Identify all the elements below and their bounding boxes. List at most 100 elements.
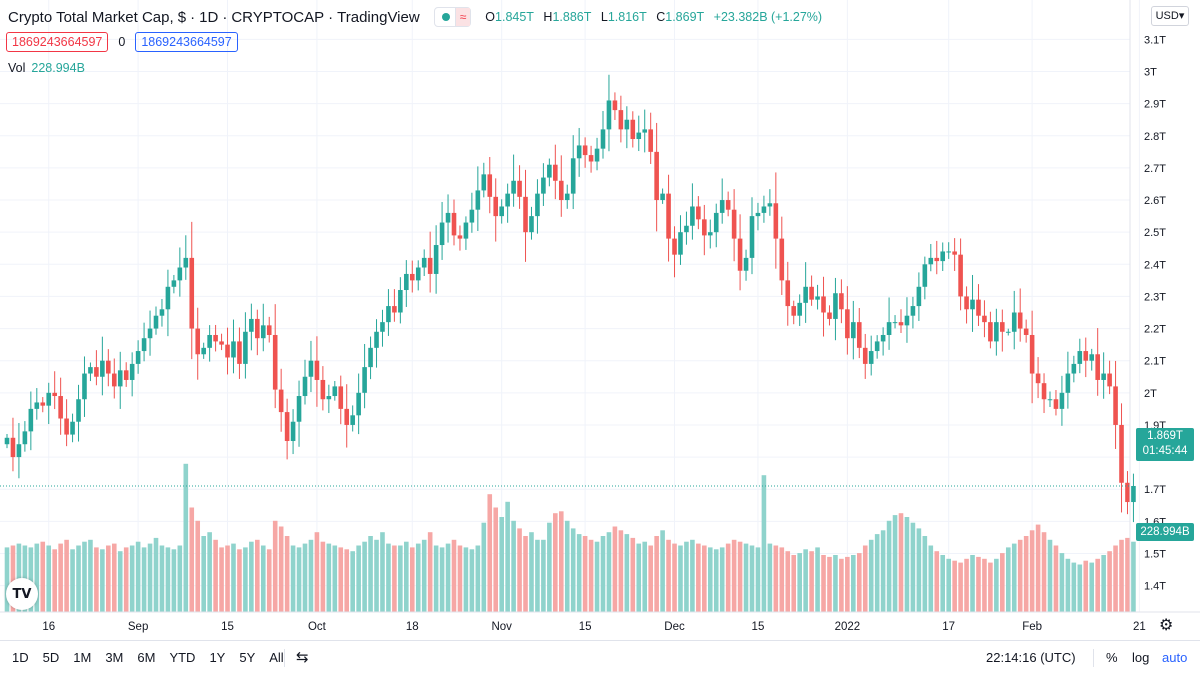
candle-body [1131,485,1136,503]
volume-bar [690,539,695,612]
candle-body [159,309,165,316]
volume-bar [1041,532,1047,612]
volume-bar [374,539,379,612]
candle-body [368,347,373,368]
candle [243,312,248,379]
candle-body [189,257,195,329]
volume-bar [94,547,99,612]
volume-bar [493,507,499,612]
volume-bar [189,507,195,612]
candle-body [1041,383,1047,400]
volume-bar [1017,539,1023,612]
candle [415,260,421,291]
volume-bar [660,530,665,612]
candle [541,163,546,206]
range-ytd[interactable]: YTD [169,650,196,665]
wave-icon[interactable]: ≈ [454,8,471,26]
volume-bar [392,545,397,612]
volume-bar [505,501,510,612]
volume-bar [290,545,296,612]
range-1m[interactable]: 1M [73,650,92,665]
candle [207,325,212,362]
volume-bar [499,517,504,612]
sell-button[interactable]: 1869243664597 [6,32,109,52]
candle [290,409,296,455]
candle-body [225,344,230,358]
candle [922,256,928,300]
candle [958,238,963,311]
volume-bar [52,549,57,612]
candle-body [100,360,105,377]
candle-body [642,129,648,133]
price-chart[interactable]: 1.4T1.5T1.6T1.7T1.8T1.9T2T2.1T2.2T2.3T2.… [0,0,1200,640]
close-label: C [656,10,666,24]
y-tick-label: 1.7T [1144,484,1166,496]
candle-body [827,312,832,319]
candle-body [636,132,642,140]
market-status-pill[interactable]: ≈ [433,7,472,27]
range-5y[interactable]: 5Y [239,650,256,665]
volume-bar [76,545,81,612]
candle [421,249,427,277]
candle-body [1065,373,1071,393]
candle-body [457,235,463,239]
candle-body [731,209,737,239]
candle [1113,360,1118,449]
market-open-dot-icon [441,13,450,21]
candle [696,196,701,230]
candle-body [427,257,433,274]
interval-label[interactable]: 1D [199,8,219,26]
volume-bar [421,539,427,612]
tradingview-logo-icon[interactable]: TV [6,578,38,610]
volume-bar [1047,539,1053,612]
volume-bar [713,549,719,612]
candle-body [624,119,630,130]
volume-bar [570,528,576,612]
candle-body [1035,373,1041,384]
candle-body [886,322,892,335]
volume-bar [821,555,826,612]
volume-bar [678,545,683,612]
volume-bar [946,558,951,612]
gear-icon[interactable]: ⚙ [1159,617,1174,634]
range-3m[interactable]: 3M [105,650,124,665]
candle-body [64,418,69,435]
range-1d[interactable]: 1D [12,650,29,665]
y-tick-label: 2.6T [1144,195,1166,207]
candle [82,356,87,417]
candle [547,158,552,187]
candle-body [308,360,314,377]
volume-bar [487,494,493,612]
candle [1035,357,1041,399]
candle [833,277,838,341]
candle [344,384,350,448]
range-1y[interactable]: 1Y [209,650,226,665]
range-5d[interactable]: 5D [42,650,60,665]
candle-body [469,209,475,223]
candle [755,202,761,231]
range-all[interactable]: All [269,650,284,665]
candle-body [696,206,701,220]
candle [588,145,594,173]
candle-body [338,386,344,409]
candle [1107,360,1112,395]
candle-body [1119,424,1124,483]
volume-bar [517,528,522,612]
volume-bar [636,543,642,612]
candle-body [529,216,534,233]
log-toggle[interactable]: log [1132,650,1150,665]
candle [88,362,93,382]
utc-clock[interactable]: 22:14:16 (UTC) [986,650,1076,665]
percent-toggle[interactable]: % [1106,650,1118,665]
candle [10,417,16,472]
range-6m[interactable]: 6M [137,650,156,665]
currency-selector[interactable]: USD▾ [1151,6,1189,26]
buy-button[interactable]: 1869243664597 [135,32,238,52]
compare-icon[interactable]: ⇆ [296,649,309,666]
auto-toggle[interactable]: auto [1162,650,1188,665]
volume-bar [296,547,302,612]
symbol-title[interactable]: Crypto Total Market Cap, $ [8,8,187,26]
candle-body [773,203,779,239]
candle-body [821,296,826,313]
x-tick-label: Oct [308,621,327,633]
